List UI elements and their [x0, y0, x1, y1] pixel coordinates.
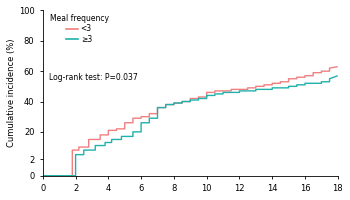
Text: Log-rank test: P=0.037: Log-rank test: P=0.037 — [49, 73, 138, 82]
Y-axis label: Cumulative incidence (%): Cumulative incidence (%) — [7, 39, 16, 147]
Legend: <3, ≥3: <3, ≥3 — [50, 14, 108, 44]
